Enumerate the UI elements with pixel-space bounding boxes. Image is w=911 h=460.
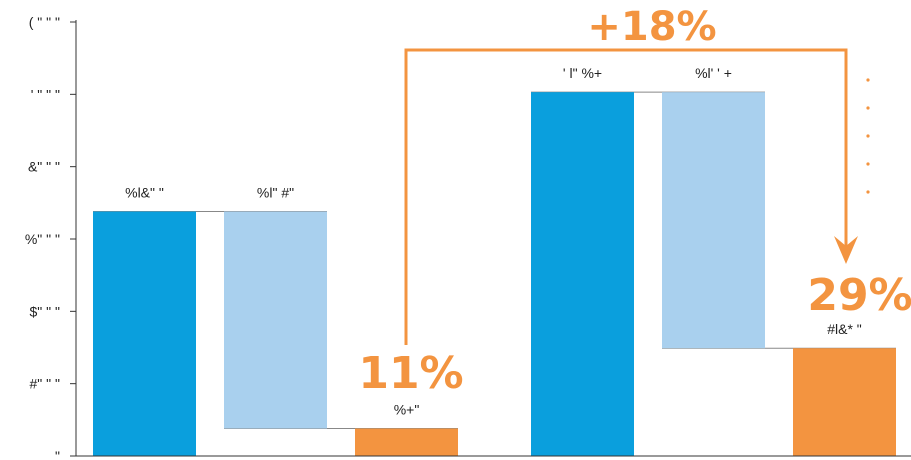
data-labels: %l&" " %l" #" %+" ' l" %+ %l' ' + #l&* "	[125, 65, 862, 417]
dot-icon	[866, 78, 870, 82]
pct-group2-label: 29%	[807, 270, 911, 321]
bar-result	[793, 348, 896, 456]
y-tick-label: $" " "	[30, 303, 61, 319]
y-axis	[75, 20, 911, 457]
dot-icon	[866, 190, 870, 194]
bar-value-label: %l&" "	[125, 185, 164, 201]
dot-icon	[866, 162, 870, 166]
pct-change-label: +18%	[587, 4, 716, 50]
bar-step	[662, 92, 765, 349]
y-tick-label: ( " " "	[29, 14, 60, 30]
change-arrow-line	[404, 48, 848, 345]
bar-value-label: ' l" %+	[563, 65, 602, 81]
dot-icon	[866, 106, 870, 110]
change-arrow	[404, 48, 870, 345]
connector-layer	[93, 91, 896, 430]
y-tick-label: "	[55, 448, 60, 460]
bar-total	[93, 211, 196, 456]
bar-value-label: %+"	[394, 402, 420, 418]
arrow-head-icon	[834, 236, 858, 264]
bar-result	[355, 428, 458, 456]
bar-total	[531, 92, 634, 456]
y-tick-label: ' " " "	[31, 86, 60, 102]
dotted-trail	[866, 78, 870, 194]
y-tick-label: #" " "	[30, 376, 61, 392]
bar-value-label: %l" #"	[257, 185, 294, 201]
y-tick-label: &" " "	[28, 159, 60, 175]
bar-step	[224, 211, 327, 429]
dot-icon	[866, 134, 870, 138]
y-ticks: " #" " " $" " " %" " " &" " " ' " " " ( " " "	[25, 14, 76, 460]
bars-layer	[93, 92, 896, 456]
bar-value-label: #l&* "	[827, 321, 862, 337]
pct-group1-label: 11%	[358, 348, 463, 399]
y-tick-label: %" " "	[25, 231, 60, 247]
bar-value-label: %l' ' +	[695, 65, 732, 81]
